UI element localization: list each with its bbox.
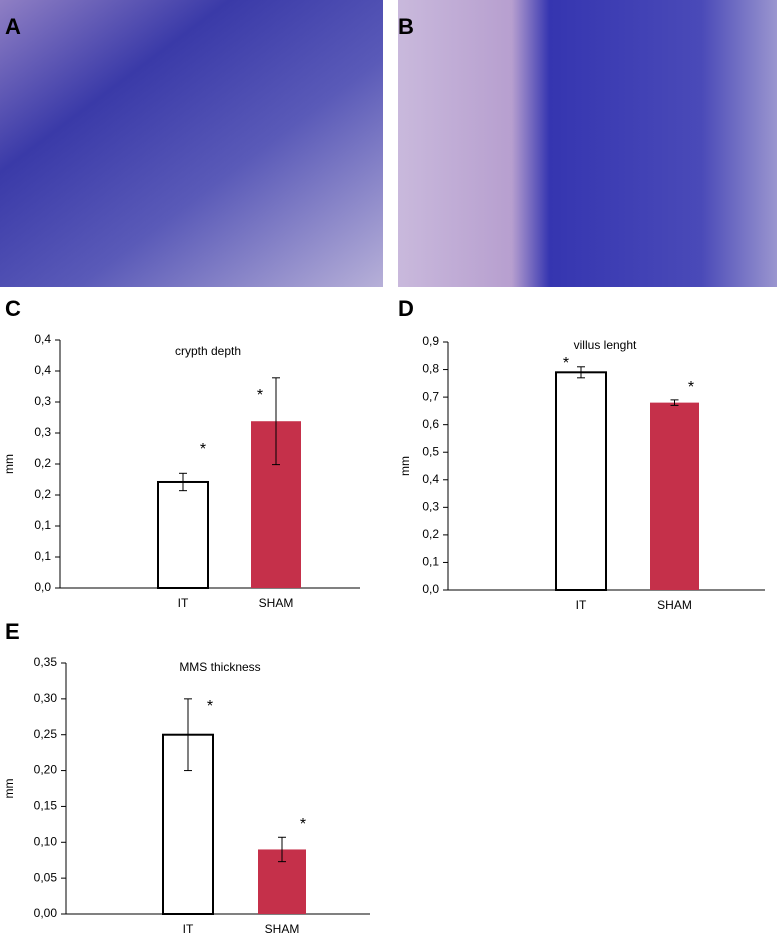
x-tick-label: IT	[183, 922, 194, 936]
micrograph	[398, 0, 777, 287]
y-tick-label: 0,3	[34, 394, 51, 408]
y-tick-label: 0,5	[422, 444, 439, 458]
chart-title: MMS thickness	[179, 660, 260, 674]
y-tick-label: 0,15	[34, 799, 58, 813]
y-tick-label: 0,3	[34, 425, 51, 439]
y-tick-label: 0,2	[34, 456, 51, 470]
y-axis-label: mm	[2, 779, 16, 799]
y-tick-label: 0,1	[34, 549, 51, 563]
y-tick-label: 0,2	[422, 527, 439, 541]
y-tick-label: 0,2	[34, 487, 51, 501]
y-tick-label: 0,9	[422, 334, 439, 348]
x-tick-label: SHAM	[259, 596, 294, 610]
annotation: *	[563, 355, 569, 372]
y-tick-label: 0,35	[34, 655, 58, 669]
annotation: *	[300, 816, 306, 833]
y-tick-label: 0,0	[422, 582, 439, 596]
panel-label: D	[398, 296, 414, 321]
y-tick-label: 0,1	[422, 555, 439, 569]
bar	[650, 402, 699, 590]
y-tick-label: 0,0	[34, 580, 51, 594]
x-tick-label: IT	[178, 596, 189, 610]
micrograph	[0, 0, 383, 287]
panel-label: C	[5, 296, 21, 321]
y-tick-label: 0,6	[422, 417, 439, 431]
y-axis-label: mm	[2, 454, 16, 474]
y-tick-label: 0,00	[34, 906, 58, 920]
y-tick-label: 0,4	[422, 472, 439, 486]
panel-label: A	[5, 14, 21, 39]
x-tick-label: SHAM	[265, 922, 300, 936]
annotation: *	[257, 387, 263, 404]
y-tick-label: 0,25	[34, 727, 58, 741]
chart-title: crypth depth	[175, 344, 241, 358]
annotation: *	[207, 698, 213, 715]
y-axis-label: mm	[398, 456, 412, 476]
y-tick-label: 0,7	[422, 389, 439, 403]
annotation: *	[200, 441, 206, 458]
panel-label: B	[398, 14, 414, 39]
y-tick-label: 0,10	[34, 834, 58, 848]
x-tick-label: SHAM	[657, 598, 692, 612]
chart-title: villus lenght	[574, 338, 637, 352]
annotation: *	[688, 379, 694, 396]
y-tick-label: 0,1	[34, 518, 51, 532]
y-tick-label: 0,20	[34, 763, 58, 777]
x-tick-label: IT	[576, 598, 587, 612]
bar	[555, 371, 607, 591]
bar	[157, 480, 209, 590]
y-tick-label: 0,05	[34, 870, 58, 884]
panel-label: E	[5, 619, 20, 644]
y-tick-label: 0,8	[422, 362, 439, 376]
y-tick-label: 0,4	[34, 332, 51, 346]
y-tick-label: 0,4	[34, 363, 51, 377]
y-tick-label: 0,3	[422, 500, 439, 514]
y-tick-label: 0,30	[34, 691, 58, 705]
